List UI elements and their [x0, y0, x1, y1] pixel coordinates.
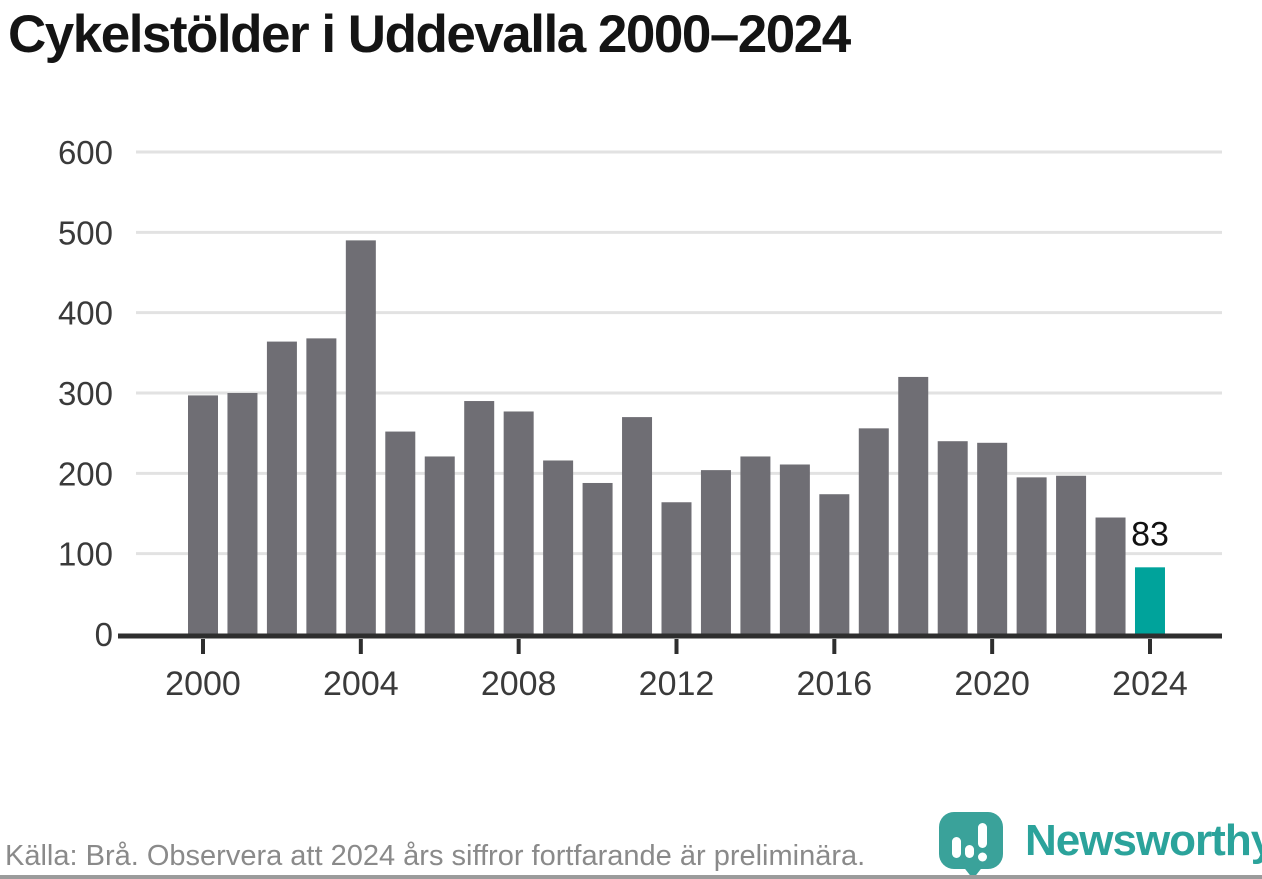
bar-2001 [227, 393, 258, 636]
bar-2002 [266, 341, 297, 636]
newsworthy-logo-text: Newsworthy [1025, 816, 1262, 865]
y-axis-label-600: 600 [58, 134, 113, 171]
x-axis-label-2020: 2020 [954, 665, 1030, 703]
bottom-border-rule [0, 875, 1262, 879]
bar-2006 [424, 456, 455, 636]
bar-2019 [937, 441, 968, 636]
bar-2005 [385, 431, 416, 636]
bar-2014 [740, 456, 771, 636]
bar-2004 [345, 240, 376, 637]
y-axis-label-400: 400 [58, 295, 113, 332]
x-axis-label-2000: 2000 [165, 665, 241, 703]
highlight-value-label: 83 [1131, 515, 1169, 553]
bar-2018 [898, 376, 929, 636]
bar-2000 [188, 395, 218, 636]
newsworthy-speech-bubble-chart-icon [939, 812, 1003, 879]
y-axis-label-500: 500 [58, 214, 113, 251]
bar-2016 [819, 494, 850, 636]
bar-chart: 0 100 200 300 400 500 600 2000 2004 2008 2012 2016 2… [58, 134, 1222, 703]
bar-2012 [661, 502, 692, 636]
x-axis-label-2004: 2004 [323, 665, 399, 703]
x-axis-label-2016: 2016 [797, 665, 873, 703]
bar-2015 [779, 464, 810, 636]
bar-2023 [1095, 517, 1126, 636]
bar-2007 [464, 401, 495, 636]
bar-2020 [977, 442, 1008, 636]
bar-2013 [700, 470, 731, 636]
x-axis-label-2012: 2012 [639, 665, 715, 703]
source-note: Källa: Brå. Observera att 2024 års siffr… [5, 840, 866, 872]
newsworthy-logo: Newsworthy [935, 810, 1262, 879]
bar-2003 [306, 338, 337, 636]
bar-2017 [858, 428, 889, 636]
y-axis-label-100: 100 [58, 536, 113, 573]
bar-2010 [582, 482, 613, 636]
y-axis-label-0: 0 [95, 616, 113, 653]
x-axis-label-2024: 2024 [1112, 665, 1188, 703]
bar-2008 [503, 411, 534, 636]
x-axis-label-2008: 2008 [481, 665, 557, 703]
y-axis-label-300: 300 [58, 375, 113, 412]
chart-title: Cykelstölder i Uddevalla 2000–2024 [8, 5, 851, 64]
y-axis-label-200: 200 [58, 455, 113, 492]
bar-2024 [1134, 567, 1165, 636]
bar-2021 [1016, 477, 1047, 636]
bar-2022 [1056, 475, 1087, 636]
bar-2011 [622, 417, 653, 636]
bar-2009 [543, 460, 574, 636]
